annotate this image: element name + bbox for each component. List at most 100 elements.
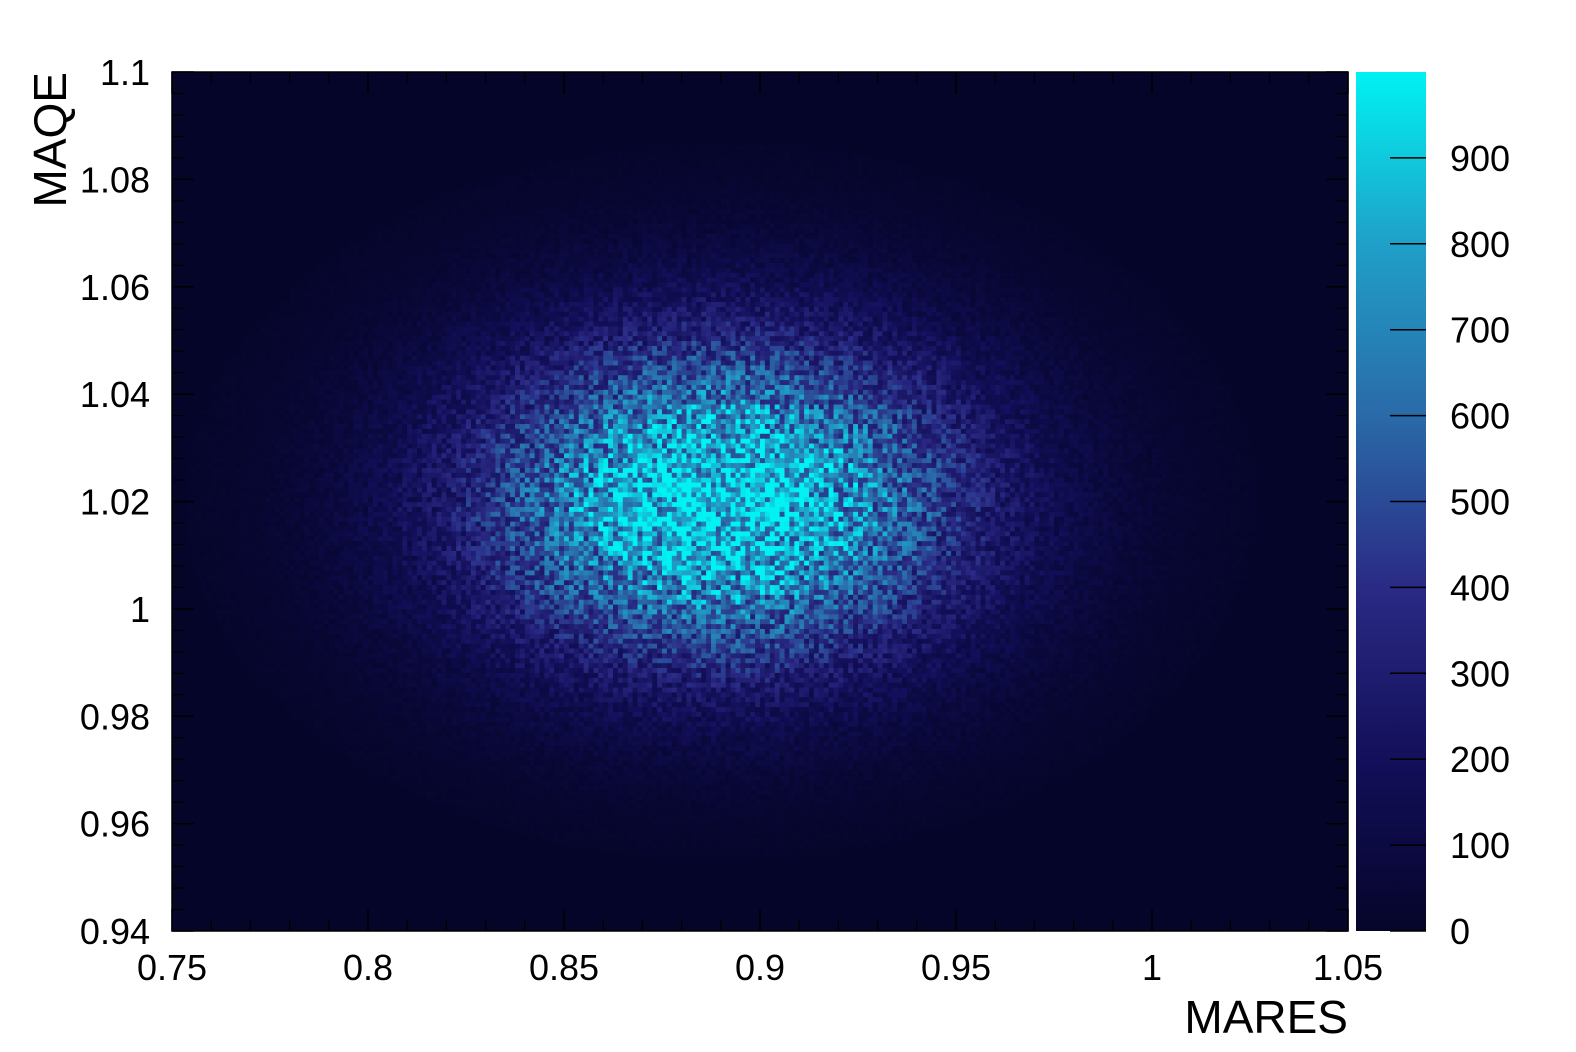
heatmap-cell [456,750,462,755]
heatmap-cell [873,824,879,829]
heatmap-cell [593,736,599,741]
heatmap-cell [927,750,933,755]
heatmap-cell [966,731,972,736]
heatmap-cell [691,721,697,726]
heatmap-cell [834,809,840,814]
heatmap-cell [775,843,781,848]
heatmap-cell [701,775,707,780]
heatmap-cell [373,746,379,751]
heatmap-cell [628,746,634,751]
heatmap-cell [887,829,893,834]
heatmap-cell [1010,750,1016,755]
heatmap-cell [422,760,428,765]
heatmap-cell [373,731,379,736]
heatmap-cell [530,746,536,751]
heatmap-cell [657,809,663,814]
heatmap-cell [780,853,786,858]
heatmap-cell [471,755,477,760]
heatmap-cell [794,843,800,848]
heatmap-cell [647,848,653,853]
heatmap-cell [843,731,849,736]
heatmap-cell [687,775,693,780]
heatmap-cell [559,760,565,765]
heatmap-cell [716,833,722,838]
heatmap-cell [755,731,761,736]
heatmap-cell [794,726,800,731]
heatmap-cell [794,789,800,794]
heatmap-cell [1132,726,1138,731]
heatmap-cell [1069,736,1075,741]
heatmap-cell [505,814,511,819]
heatmap-cell [922,829,928,834]
heatmap-cell [466,765,472,770]
heatmap-cell [711,770,717,775]
heatmap-cell [638,809,644,814]
heatmap-cell [834,785,840,790]
heatmap-cell [794,746,800,751]
heatmap-cell [1054,775,1060,780]
heatmap-cell [687,770,693,775]
heatmap-cell [515,829,521,834]
heatmap-cell [765,829,771,834]
heatmap-cell [838,794,844,799]
heatmap-cell [745,819,751,824]
heatmap-cell [726,819,732,824]
heatmap-cell [1039,721,1045,726]
heatmap-cell [887,833,893,838]
heatmap-cell [368,736,374,741]
heatmap-cell [961,770,967,775]
heatmap-cell [1034,736,1040,741]
heatmap-cell [638,770,644,775]
heatmap-cell [765,755,771,760]
heatmap-cell [402,731,408,736]
heatmap-cell [652,843,658,848]
heatmap-cell [1059,726,1065,731]
heatmap-cell [770,765,776,770]
heatmap-cell [461,765,467,770]
heatmap-cell [505,770,511,775]
heatmap-cell [574,794,580,799]
heatmap-cell [417,780,423,785]
heatmap-cell [486,780,492,785]
heatmap-cell [976,746,982,751]
heatmap-cell [642,760,648,765]
heatmap-cell [750,829,756,834]
heatmap-cell [549,833,555,838]
heatmap-cell [466,726,472,731]
heatmap-cell [927,721,933,726]
heatmap-cell [579,736,585,741]
heatmap-cell [393,721,399,726]
heatmap-cell [564,829,570,834]
heatmap-cell [878,746,884,751]
heatmap-cell [750,789,756,794]
heatmap-cell [985,804,991,809]
heatmap-cell [593,760,599,765]
heatmap-cell [495,746,501,751]
heatmap-cell [500,746,506,751]
heatmap-cell [569,824,575,829]
heatmap-cell [628,765,634,770]
heatmap-cell [897,770,903,775]
heatmap-cell [677,750,683,755]
heatmap-cell [765,814,771,819]
heatmap-cell [878,824,884,829]
heatmap-cell [652,848,658,853]
heatmap-cell [510,746,515,751]
heatmap-cell [946,750,952,755]
heatmap-cell [892,726,898,731]
heatmap-cell [956,780,962,785]
heatmap-cell [608,770,614,775]
heatmap-cell [574,755,580,760]
heatmap-cell [682,848,688,853]
heatmap-cell [990,794,996,799]
heatmap-cell [491,794,497,799]
heatmap-cell [892,804,898,809]
heatmap-cell [584,731,590,736]
heatmap-cell [525,804,531,809]
heatmap-cell [750,838,756,843]
heatmap-cell [785,760,791,765]
heatmap-cell [437,750,443,755]
heatmap-cell [628,809,634,814]
heatmap-cell [471,765,477,770]
heatmap-cell [682,838,688,843]
